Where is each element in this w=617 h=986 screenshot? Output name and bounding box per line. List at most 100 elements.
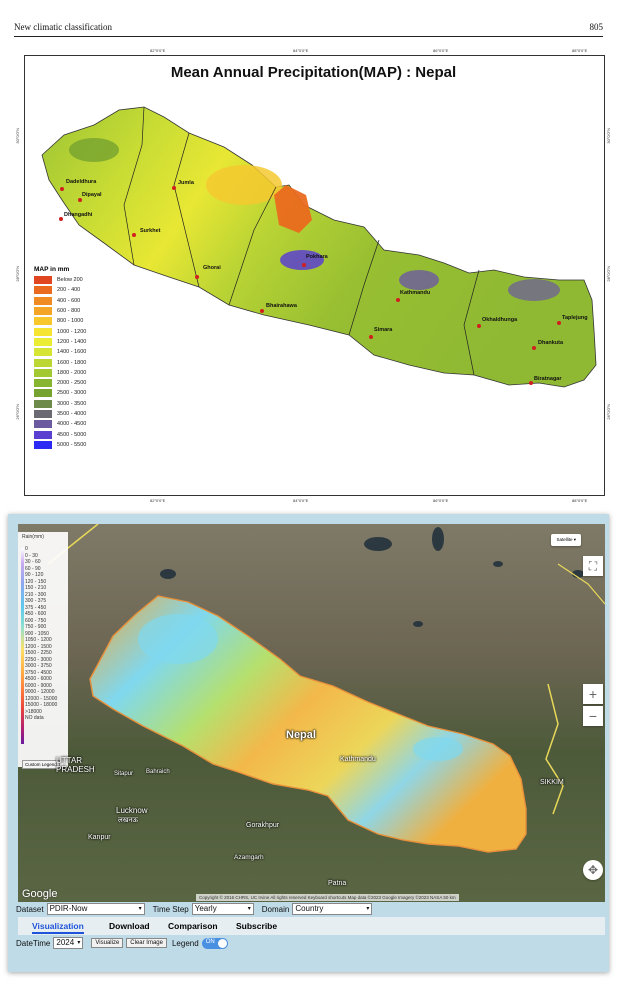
- tab-download[interactable]: Download: [109, 921, 150, 931]
- city-label: Dipayal: [82, 192, 102, 198]
- tab-visualization[interactable]: Visualization: [32, 921, 84, 934]
- lon-tick-top: 86°0'0"E: [433, 48, 449, 53]
- rain-legend-item: 300 - 375: [25, 598, 47, 604]
- legend-swatch: [34, 276, 52, 285]
- legend-swatch: [34, 420, 52, 429]
- lat-tick-left: 28°0'0"N: [15, 266, 20, 282]
- label-kathmandu: Kathmandu: [340, 756, 376, 763]
- legend-swatch: [34, 430, 52, 439]
- legend-label: Legend: [171, 938, 199, 948]
- label-patna: Patna: [328, 880, 347, 887]
- map-type-label: Satellite: [556, 537, 573, 542]
- label-sikkim: SIKKIM: [540, 779, 564, 786]
- legend-label: Below 200: [57, 277, 83, 284]
- legend-label: 5000 - 5500: [57, 441, 87, 448]
- rain-legend-item: 150 - 210: [25, 585, 47, 591]
- clear-image-button[interactable]: Clear Image: [126, 938, 167, 948]
- dataset-select[interactable]: PDIR-Now ▾: [46, 903, 145, 915]
- legend-label: 1600 - 1800: [57, 359, 87, 366]
- legend-label: 1200 - 1400: [57, 338, 87, 345]
- lat-tick-right: 26°0'0"N: [606, 404, 611, 420]
- domain-select[interactable]: Country ▾: [292, 903, 373, 915]
- rain-legend-header: Rain(mm): [22, 534, 44, 540]
- legend-row: 5000 - 5500: [34, 440, 86, 450]
- legend-swatch: [34, 317, 52, 326]
- city-label: Taplejung: [562, 315, 588, 321]
- rain-legend-item: 3000 - 3750: [25, 663, 52, 669]
- rain-legend-item: 0 - 30: [25, 552, 38, 559]
- lat-tick-right: 30°0'0"N: [606, 128, 611, 144]
- timestep-select[interactable]: Yearly ▾: [191, 903, 254, 915]
- city-label: Okhaldhunga: [482, 317, 518, 323]
- map-title: Mean Annual Precipitation(MAP) : Nepal: [170, 64, 457, 81]
- lon-tick-bottom: 84°0'0"E: [293, 498, 309, 503]
- legend-swatch: [34, 410, 52, 418]
- city-label: Bhairahawa: [266, 303, 297, 309]
- label-uttar-pradesh: UTTAR PRADESH: [56, 756, 95, 774]
- tab-subscribe[interactable]: Subscribe: [236, 921, 278, 931]
- legend-label: 4500 - 5000: [57, 431, 87, 438]
- city-label: Kathmandu: [400, 290, 431, 296]
- city-label: Jumla: [178, 180, 194, 186]
- zoom-out-button[interactable]: −: [583, 706, 603, 726]
- street-view-button[interactable]: ✥: [583, 860, 603, 880]
- fullscreen-icon: ⛶: [588, 559, 598, 573]
- lat-tick-right: 28°0'0"N: [606, 266, 611, 282]
- legend-swatch: [34, 399, 52, 408]
- nepal-precipitation-map: [41, 106, 597, 388]
- legend-label: 200 - 400: [57, 287, 81, 294]
- rain-legend-item: 30 - 60: [25, 559, 41, 565]
- label-azamgarh: Azamgarh: [234, 854, 264, 861]
- legend-row: 400 - 600: [34, 296, 86, 306]
- legend-label: 2500 - 3000: [57, 390, 87, 397]
- chevron-down-icon: ▾: [247, 906, 251, 912]
- lon-tick-bottom: 88°0'0"E: [572, 498, 588, 503]
- legend-label: 1000 - 1200: [57, 328, 87, 335]
- legend-row: 1200 - 1400: [34, 337, 86, 347]
- tab-comparison[interactable]: Comparison: [168, 921, 218, 931]
- map-legend: MAP in mm Below 200 200 - 400 400 - 600 600…: [34, 266, 86, 450]
- legend-row: 3000 - 3500: [34, 399, 86, 409]
- rain-legend-item: 6000 - 9000: [25, 682, 52, 689]
- chevron-down-icon: ▾: [77, 940, 81, 946]
- legend-swatch: [34, 286, 52, 295]
- map-type-button[interactable]: Satellite ▾: [551, 534, 581, 546]
- label-gorakhpur: Gorakhpur: [246, 822, 280, 829]
- legend-row: 200 - 400: [34, 285, 86, 295]
- custom-legend-button[interactable]: Custom Legend: [22, 760, 60, 769]
- fullscreen-button[interactable]: ⛶: [583, 556, 603, 576]
- domain-value: Country: [295, 904, 324, 913]
- legend-toggle-state: ON: [205, 938, 215, 945]
- legend-row: 4000 - 4500: [34, 419, 86, 429]
- legend-swatch: [34, 348, 52, 357]
- city-label: Simara: [374, 327, 393, 333]
- rain-legend-colorbar: [21, 548, 24, 744]
- label-sitapur: Sitapur: [114, 771, 134, 777]
- rain-legend-item: 4500 - 6000: [25, 676, 52, 682]
- rain-legend-item: 1050 - 1200: [25, 637, 52, 643]
- legend-label: 400 - 600: [57, 297, 81, 304]
- visualize-button[interactable]: Visualize: [91, 938, 124, 948]
- chevron-down-icon: ▾: [366, 906, 370, 912]
- city-label: Surkhet: [140, 228, 161, 234]
- datetime-label: DateTime: [16, 938, 51, 948]
- rain-legend-item: 15000 - 18000: [25, 702, 58, 708]
- dataset-label: Dataset: [16, 904, 44, 914]
- tab-bar: Visualization Download Comparison Subscr…: [18, 917, 605, 935]
- legend-label: 600 - 800: [57, 308, 81, 315]
- lon-tick-top: 84°0'0"E: [293, 48, 309, 53]
- rain-legend-item: 450 - 600: [25, 611, 47, 617]
- nepal-outline: [41, 106, 597, 388]
- zoom-in-button[interactable]: +: [583, 684, 603, 704]
- legend-label: 800 - 1000: [57, 318, 84, 325]
- satellite-view: [18, 524, 605, 902]
- rain-legend-item: >18000: [25, 708, 42, 715]
- legend-toggle[interactable]: ON: [201, 937, 228, 949]
- rain-legend-item: 0: [25, 546, 28, 552]
- legend-swatch: [34, 440, 52, 449]
- legend-label: 2000 - 2500: [57, 380, 87, 387]
- legend-swatch: [34, 337, 52, 346]
- datetime-select[interactable]: 2024 ▾: [53, 937, 84, 949]
